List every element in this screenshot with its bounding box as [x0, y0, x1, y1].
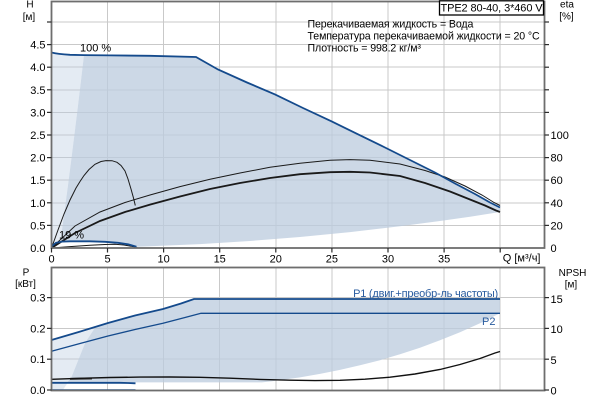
- svg-text:0.1: 0.1: [30, 354, 45, 366]
- svg-text:4.5: 4.5: [30, 40, 45, 52]
- svg-text:5: 5: [551, 355, 557, 367]
- svg-text:10: 10: [157, 254, 169, 266]
- svg-text:2.5: 2.5: [30, 130, 45, 142]
- svg-text:15: 15: [551, 294, 563, 306]
- svg-text:1.0: 1.0: [30, 198, 45, 210]
- svg-text:P: P: [23, 268, 30, 279]
- svg-text:P1 (двиг.+преобр-ль частоты): P1 (двиг.+преобр-ль частоты): [353, 288, 498, 300]
- svg-text:H: H: [26, 0, 33, 11]
- svg-text:P2: P2: [482, 316, 495, 328]
- svg-text:Q [м³/ч]: Q [м³/ч]: [503, 253, 541, 265]
- svg-text:[м]: [м]: [565, 280, 578, 291]
- svg-text:3.0: 3.0: [30, 107, 45, 119]
- svg-text:0: 0: [551, 243, 557, 255]
- svg-text:0.5: 0.5: [30, 220, 45, 232]
- svg-text:0: 0: [48, 254, 54, 266]
- svg-text:80: 80: [551, 153, 563, 165]
- svg-text:eta: eta: [560, 0, 574, 11]
- svg-text:15: 15: [214, 254, 226, 266]
- svg-text:100 %: 100 %: [80, 43, 111, 55]
- svg-text:4.0: 4.0: [30, 62, 45, 74]
- svg-text:3.5: 3.5: [30, 85, 45, 97]
- svg-text:NPSH: NPSH: [559, 268, 587, 279]
- svg-text:10: 10: [551, 324, 563, 336]
- svg-text:2.0: 2.0: [30, 153, 45, 165]
- svg-text:0.3: 0.3: [30, 293, 45, 305]
- svg-text:Температура перекачиваемой жид: Температура перекачиваемой жидкости = 20…: [308, 30, 541, 42]
- svg-text:25: 25: [326, 254, 338, 266]
- svg-text:[%]: [%]: [559, 12, 574, 23]
- svg-text:1.5: 1.5: [30, 175, 45, 187]
- svg-text:[м]: [м]: [23, 12, 36, 23]
- svg-text:40: 40: [551, 198, 563, 210]
- svg-text:5: 5: [104, 254, 110, 266]
- svg-text:[кВт]: [кВт]: [15, 279, 36, 290]
- svg-text:35: 35: [438, 254, 450, 266]
- svg-text:0: 0: [551, 386, 557, 398]
- svg-text:20: 20: [270, 254, 282, 266]
- svg-text:0.0: 0.0: [30, 243, 45, 255]
- svg-text:100: 100: [551, 130, 569, 142]
- svg-text:Перекачиваемая жидкость = Вода: Перекачиваемая жидкость = Вода: [308, 18, 474, 30]
- svg-text:19 %: 19 %: [59, 230, 84, 242]
- svg-text:TPE2 80-40, 3*460 V: TPE2 80-40, 3*460 V: [440, 3, 543, 15]
- svg-text:20: 20: [551, 220, 563, 232]
- svg-text:0.2: 0.2: [30, 323, 45, 335]
- svg-text:30: 30: [382, 254, 394, 266]
- svg-text:Плотность = 998.2 кг/м³: Плотность = 998.2 кг/м³: [308, 43, 422, 55]
- svg-text:60: 60: [551, 175, 563, 187]
- svg-text:0.0: 0.0: [30, 385, 45, 397]
